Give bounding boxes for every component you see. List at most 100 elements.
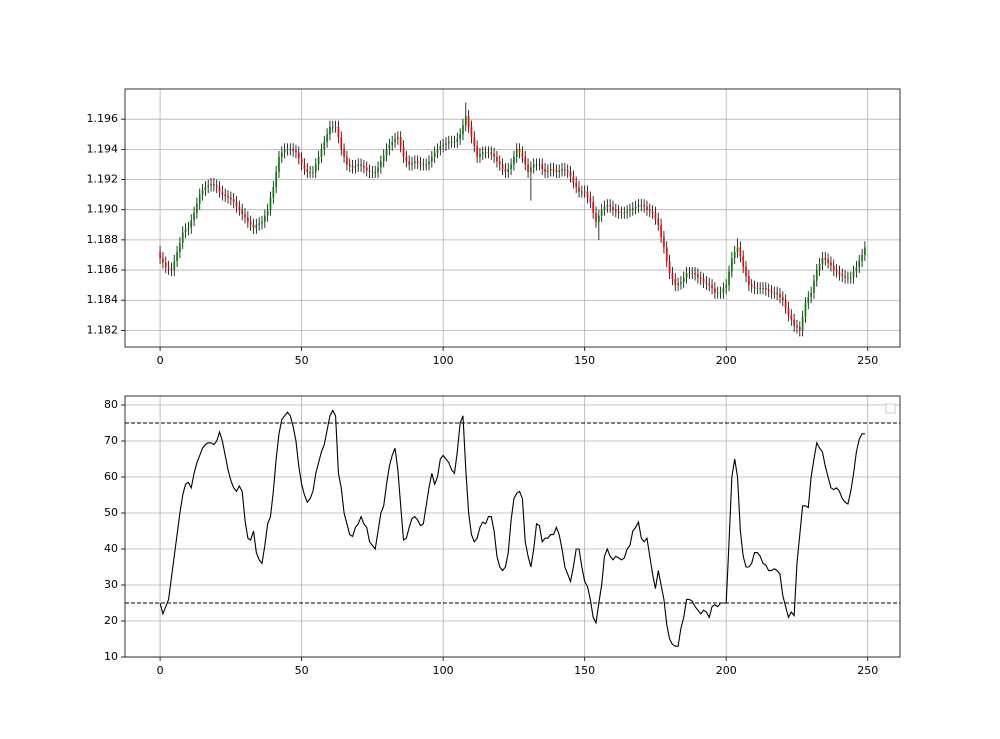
- candle-body: [323, 141, 326, 150]
- candle-body: [719, 292, 722, 294]
- candle-body: [572, 176, 575, 183]
- candle-body: [804, 303, 807, 317]
- candle-body: [552, 168, 555, 171]
- y-tick-label: 80: [104, 398, 118, 411]
- candle-body: [201, 190, 204, 195]
- candle-body: [498, 161, 501, 165]
- rsi-line: [159, 409, 865, 647]
- candle-body: [770, 291, 773, 293]
- candle-body: [756, 288, 759, 289]
- candle-body: [555, 170, 558, 172]
- candle-body: [677, 283, 679, 286]
- candle-body: [207, 185, 210, 188]
- candle-body: [391, 141, 394, 145]
- candle-body: [671, 273, 674, 280]
- candle-body: [702, 279, 705, 283]
- candle-body: [838, 271, 841, 275]
- x-tick-label: 100: [433, 664, 454, 677]
- candle-body: [159, 251, 161, 258]
- candle-body: [626, 211, 628, 213]
- candle-body: [685, 273, 688, 278]
- plot-frame: [124, 88, 901, 348]
- candle-body: [227, 196, 229, 198]
- candle-body: [614, 209, 617, 212]
- candle-body: [269, 197, 272, 210]
- candle-body: [733, 251, 736, 258]
- candle-body: [753, 286, 756, 289]
- x-tick-label: 50: [295, 354, 309, 367]
- candle-body: [272, 187, 275, 198]
- candle-body: [334, 126, 337, 128]
- candle-body: [682, 277, 685, 283]
- candle-body: [779, 294, 781, 298]
- candle-body: [210, 184, 212, 186]
- y-tick-label: 1.182: [87, 323, 119, 336]
- x-tick-label: 200: [716, 354, 737, 367]
- candle-body: [459, 134, 461, 139]
- candle-body: [289, 149, 292, 151]
- candle-body: [275, 171, 277, 188]
- candle-body: [442, 144, 445, 147]
- candle-body: [419, 162, 422, 165]
- candle-body: [547, 170, 549, 172]
- legend-box: [885, 403, 896, 414]
- x-tick-label: 50: [295, 664, 309, 677]
- candle-body: [603, 206, 606, 210]
- candle-body: [767, 289, 770, 292]
- candle-body: [764, 288, 767, 290]
- candle-body: [654, 212, 657, 219]
- candle-body: [507, 168, 510, 172]
- candle-body: [688, 273, 691, 274]
- candle-body: [490, 152, 493, 154]
- candle-body: [530, 167, 532, 172]
- candle-body: [762, 288, 764, 289]
- candle-body: [397, 137, 399, 139]
- y-tick-label: 60: [104, 470, 118, 483]
- y-tick-label: 20: [104, 614, 118, 627]
- candle-body: [784, 300, 787, 308]
- candle-body: [745, 267, 747, 277]
- candle-body: [346, 156, 348, 165]
- candle-body: [697, 274, 699, 278]
- candle-body: [501, 164, 504, 169]
- candle-body: [487, 152, 490, 154]
- candle-body: [849, 277, 852, 279]
- candle-body: [283, 149, 286, 153]
- candle-body: [365, 167, 368, 171]
- candle-body: [580, 191, 583, 193]
- candle-body: [578, 187, 580, 192]
- candle-body: [340, 137, 343, 150]
- candle-body: [847, 277, 849, 279]
- candle-body: [518, 149, 521, 153]
- candle-body: [484, 152, 487, 154]
- candle-body: [337, 126, 340, 138]
- candle-body: [742, 256, 745, 268]
- candle-body: [445, 143, 447, 145]
- candle-body: [439, 146, 442, 150]
- candle-body: [589, 197, 592, 203]
- x-tick-label: 200: [716, 664, 737, 677]
- candle-body: [184, 229, 187, 233]
- candle-body: [716, 292, 719, 294]
- candle-body: [844, 276, 846, 278]
- candle-body: [433, 152, 436, 157]
- candle-body: [510, 164, 512, 169]
- candle-body: [855, 267, 858, 272]
- candle-body: [532, 164, 535, 168]
- candle-body: [343, 149, 345, 157]
- candle-body: [470, 126, 473, 138]
- candle-body: [464, 116, 467, 126]
- x-tick-label: 0: [157, 664, 164, 677]
- candle-body: [549, 168, 552, 171]
- candle-body: [663, 236, 665, 248]
- candle-body: [750, 285, 753, 287]
- candle-body: [818, 264, 821, 271]
- candle-body: [810, 292, 812, 298]
- candle-body: [263, 215, 266, 222]
- candle-body: [722, 288, 725, 293]
- candle-body: [623, 212, 626, 214]
- candle-body: [739, 247, 742, 257]
- candle-body: [773, 292, 776, 294]
- candle-body: [173, 261, 176, 271]
- candle-body: [377, 167, 379, 172]
